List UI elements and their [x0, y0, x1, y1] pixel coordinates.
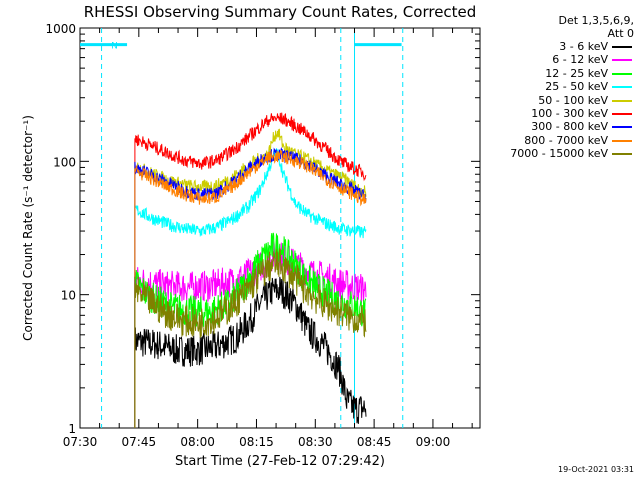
x-axis-label: Start Time (27-Feb-12 07:29:42): [175, 454, 385, 469]
x-tick-label-0: 07:30: [63, 435, 98, 449]
y-tick-label-3: 1000: [45, 22, 76, 36]
x-tick-label-1: 07:45: [122, 435, 157, 449]
legend-entry: 300 - 800 keV: [484, 120, 634, 133]
legend-entry-label: 100 - 300 keV: [531, 106, 608, 120]
legend-swatch: [612, 112, 632, 115]
legend-entry: 100 - 300 keV: [484, 107, 634, 120]
y-axis-label: Corrected Count Rate (s⁻¹ detector⁻¹): [21, 115, 35, 341]
series-line-3: [134, 148, 367, 428]
legend-entry-label: 25 - 50 keV: [545, 80, 608, 94]
legend-entry-label: 6 - 12 keV: [552, 53, 608, 67]
legend-swatch: [612, 46, 632, 48]
series-line-7: [134, 149, 367, 428]
legend-entry-label: 7000 - 15000 keV: [510, 147, 608, 161]
legend-entry-label: 12 - 25 keV: [545, 66, 608, 80]
x-tick-label-3: 08:15: [239, 435, 274, 449]
series-line-0: [134, 276, 367, 428]
legend-swatch: [612, 59, 632, 62]
y-tick-label-0: 1: [68, 422, 76, 436]
legend-entry: 3 - 6 keV: [484, 40, 634, 53]
legend-entry: 50 - 100 keV: [484, 94, 634, 107]
night-label: N: [111, 42, 118, 52]
series-line-1: [134, 241, 367, 428]
legend-swatch: [612, 72, 632, 75]
x-tick-label-6: 09:00: [416, 435, 451, 449]
legend-header-detectors: Det 1,3,5,6,9,: [558, 14, 634, 27]
legend-entry: 7000 - 15000 keV: [484, 147, 634, 160]
legend-swatch: [612, 86, 632, 89]
legend-swatch: [612, 126, 632, 129]
legend-swatch: [612, 99, 632, 102]
x-tick-label-2: 08:00: [180, 435, 215, 449]
legend-header-attenuator: Att 0: [607, 27, 634, 40]
series-line-5: [134, 112, 367, 428]
plot-frame: [79, 27, 481, 429]
x-tick-label-4: 08:30: [298, 435, 333, 449]
chart-title: RHESSI Observing Summary Count Rates, Co…: [84, 3, 477, 21]
series-line-8: [134, 247, 367, 428]
x-tick-label-5: 08:45: [357, 435, 392, 449]
legend-swatch: [612, 153, 632, 156]
y-tick-label-2: 100: [53, 155, 76, 169]
generated-timestamp: 19-Oct-2021 03:31: [558, 465, 634, 474]
legend: Det 1,3,5,6,9, Att 0 3 - 6 keV 6 - 12 keV…: [484, 14, 634, 161]
legend-entry: 6 - 12 keV: [484, 53, 634, 66]
y-tick-label-1: 10: [61, 289, 76, 303]
legend-entry-label: 800 - 7000 keV: [524, 133, 608, 147]
legend-entry: 25 - 50 keV: [484, 80, 634, 93]
legend-swatch: [612, 139, 632, 142]
legend-entry: 12 - 25 keV: [484, 67, 634, 80]
legend-entry-label: 50 - 100 keV: [538, 93, 608, 107]
legend-entry-label: 3 - 6 keV: [559, 40, 608, 53]
legend-entry-label: 300 - 800 keV: [531, 120, 608, 134]
legend-entry: 800 - 7000 keV: [484, 134, 634, 147]
